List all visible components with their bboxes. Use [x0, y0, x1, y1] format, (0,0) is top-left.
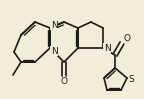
Text: S: S — [128, 75, 134, 83]
Text: N: N — [51, 20, 57, 30]
Text: O: O — [124, 33, 130, 42]
Text: O: O — [60, 78, 68, 87]
Text: N: N — [104, 43, 110, 52]
Text: N: N — [51, 47, 57, 56]
